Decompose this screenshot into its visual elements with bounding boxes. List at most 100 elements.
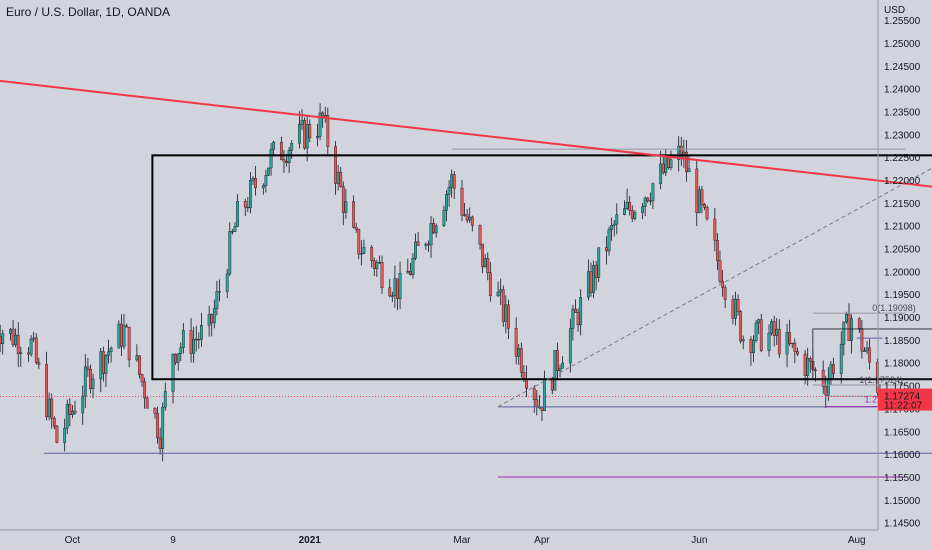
candle-body xyxy=(427,243,430,246)
candle-body xyxy=(651,183,655,201)
candle-body xyxy=(463,214,466,216)
candle-body xyxy=(45,364,49,418)
candle-body xyxy=(63,427,67,443)
candle-body xyxy=(646,197,650,201)
candle-body xyxy=(685,151,688,173)
candle-body xyxy=(857,318,861,329)
candle-body xyxy=(215,291,219,309)
candle-body xyxy=(411,258,415,275)
candle-body xyxy=(285,161,288,164)
candle-body xyxy=(507,304,510,329)
candle-body xyxy=(272,141,276,150)
candle-body xyxy=(362,246,366,254)
candle-body xyxy=(140,374,144,383)
candle-body xyxy=(212,308,216,324)
candle-body xyxy=(752,340,755,354)
candle-body xyxy=(210,314,214,324)
y-tick-label: 1.19000 xyxy=(884,313,921,324)
candle-body xyxy=(847,313,851,341)
candle-body xyxy=(107,351,110,356)
y-tick-label: 1.16000 xyxy=(884,450,921,461)
candle-body xyxy=(594,264,598,278)
candle-body xyxy=(429,223,433,246)
candle-body xyxy=(125,325,128,328)
candle-body xyxy=(416,241,420,246)
candle-body xyxy=(736,299,740,312)
candle-body xyxy=(287,149,291,164)
candle-body xyxy=(868,347,872,363)
candle-body xyxy=(14,334,18,346)
candle-body xyxy=(821,369,825,387)
candle-body xyxy=(785,332,789,355)
candle-body xyxy=(499,289,503,293)
candle-body xyxy=(793,342,797,352)
candle-body xyxy=(398,272,402,299)
candle-body xyxy=(739,311,743,342)
y-tick-label: 1.22000 xyxy=(884,176,921,187)
candle-body xyxy=(517,348,521,357)
candle-body xyxy=(705,207,709,220)
candle-body xyxy=(716,240,719,261)
candle-body xyxy=(669,159,673,168)
candle-body xyxy=(73,410,77,414)
candle-body xyxy=(860,328,864,352)
candle-body xyxy=(842,321,846,345)
candle-body xyxy=(145,397,149,409)
candle-body xyxy=(770,321,773,334)
candle-body xyxy=(788,332,792,344)
candle-body xyxy=(442,209,446,226)
candles-group xyxy=(0,103,884,462)
candle-body xyxy=(612,223,616,226)
candle-body xyxy=(465,214,469,221)
candle-body xyxy=(519,348,523,373)
candle-body xyxy=(703,203,706,208)
candle-body xyxy=(393,278,397,297)
candle-body xyxy=(1,333,5,344)
candle-body xyxy=(432,223,435,234)
candle-body xyxy=(501,289,505,322)
candle-body xyxy=(803,353,807,376)
candle-body xyxy=(267,167,270,176)
candle-body xyxy=(101,351,105,374)
candle-body xyxy=(829,364,833,379)
candle-body xyxy=(117,323,121,349)
candle-body xyxy=(723,287,727,300)
candle-body xyxy=(326,114,330,147)
candle-body xyxy=(352,201,356,228)
candle-body xyxy=(460,188,464,216)
candle-body xyxy=(29,338,33,355)
resistance-trendline xyxy=(0,79,932,188)
candle-body xyxy=(468,216,472,221)
candle-body xyxy=(445,194,448,211)
price-badge-countdown: 11:22:07 xyxy=(884,401,923,412)
candle-body xyxy=(120,323,123,347)
candle-body xyxy=(11,328,15,346)
candle-body xyxy=(99,351,103,380)
candle-body xyxy=(434,225,438,234)
x-tick-label: Apr xyxy=(534,535,550,546)
candle-body xyxy=(171,354,175,392)
candle-body xyxy=(839,343,843,374)
x-tick-label: Aug xyxy=(848,535,866,546)
y-tick-label: 1.24500 xyxy=(884,62,921,73)
candle-body xyxy=(199,325,203,340)
x-tick-label: Oct xyxy=(65,535,81,546)
candle-body xyxy=(630,210,634,219)
candle-body xyxy=(790,342,794,345)
y-tick-label: 1.20000 xyxy=(884,267,921,278)
candle-body xyxy=(318,112,322,137)
candle-body xyxy=(561,362,565,369)
candle-body xyxy=(50,398,54,419)
y-tick-label: 1.21000 xyxy=(884,222,921,233)
candle-body xyxy=(574,308,577,313)
candle-body xyxy=(754,322,758,341)
candle-body xyxy=(718,260,722,282)
candle-body xyxy=(806,358,810,376)
y-tick-label: 1.18000 xyxy=(884,359,921,370)
candle-body xyxy=(863,350,866,352)
candle-body xyxy=(734,299,737,319)
y-tick-label: 1.17500 xyxy=(884,382,921,393)
candle-body xyxy=(65,404,69,429)
candle-body xyxy=(543,379,546,411)
